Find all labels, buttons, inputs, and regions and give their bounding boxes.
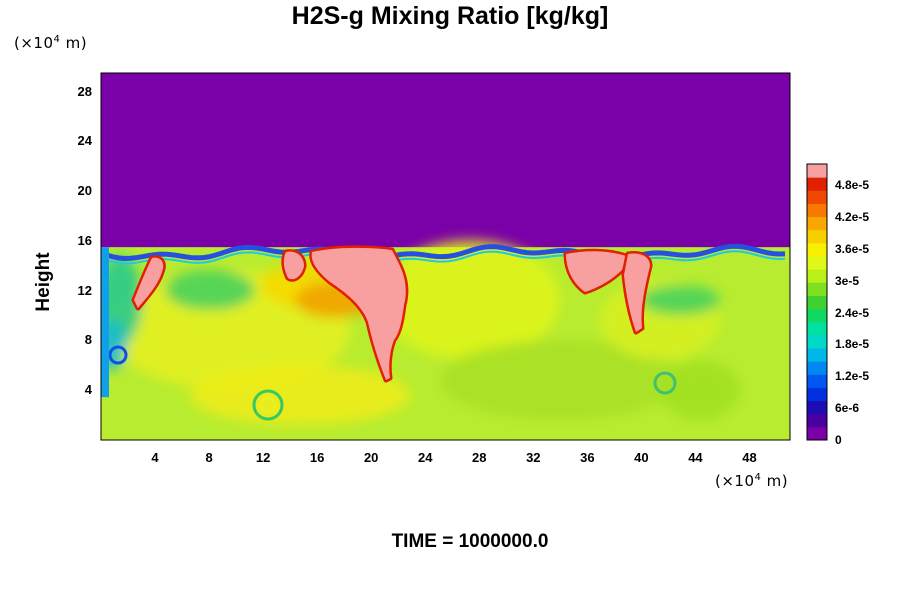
colorbar-tick-label: 1.2e-5: [835, 369, 870, 384]
plume: [624, 253, 650, 332]
y-tick-label: 16: [77, 232, 92, 248]
y-unit-prefix: (×10: [14, 34, 54, 52]
x-tick-label: 12: [255, 450, 271, 465]
field-patch: [165, 270, 255, 310]
colorbar-tick-label: 6e-6: [835, 401, 860, 416]
x-tick-label: 44: [688, 450, 703, 465]
eddy-ring: [108, 345, 128, 365]
y-tick-label: 20: [77, 183, 92, 199]
colorbar-tick-label: 3e-5: [835, 273, 860, 288]
colorbar-swatch: [807, 229, 827, 244]
colorbar-swatch: [807, 426, 827, 441]
y-tick-label: 8: [84, 332, 92, 348]
x-tick-label: 24: [418, 450, 433, 465]
colorbar-tick-label: 2.4e-5: [835, 305, 870, 320]
plume: [134, 257, 164, 308]
colorbar: [806, 163, 828, 441]
y-axis-unit: (×104 m): [14, 34, 87, 52]
colorbar-swatch: [807, 348, 827, 362]
x-unit-suffix: m): [761, 472, 789, 490]
x-tick-label: 28: [472, 450, 487, 465]
x-tick-label: 8: [205, 450, 213, 465]
y-tick-label: 4: [84, 382, 92, 398]
colorbar-tick-label: 4.8e-5: [835, 178, 870, 193]
y-unit-exponent: 4: [53, 34, 61, 45]
colorbar-tick-label: 3.6e-5: [835, 241, 870, 256]
colorbar-swatch: [807, 203, 827, 218]
colorbar-swatch: [807, 242, 827, 257]
eddy-ring: [653, 371, 677, 395]
field-patch: [640, 285, 720, 315]
colorbar-swatch: [807, 361, 827, 375]
field-patch: [380, 240, 560, 360]
x-unit-exponent: 4: [754, 472, 762, 483]
field-patch: [190, 365, 410, 425]
colorbar-frame: [806, 163, 828, 441]
colorbar-swatch: [807, 190, 827, 204]
upper-region: [101, 73, 790, 250]
y-tick-label: 12: [77, 282, 92, 298]
chart-title: H2S-g Mixing Ratio [kg/kg]: [291, 2, 609, 30]
colorbar-swatch: [807, 177, 827, 191]
x-unit-prefix: (×10: [715, 472, 755, 490]
colorbar-swatch: [807, 413, 827, 428]
interface-band: [101, 243, 786, 263]
colorbar-swatch: [807, 256, 827, 270]
colorbar-swatch: [807, 334, 827, 349]
plume: [311, 247, 406, 380]
field-patch: [440, 340, 680, 420]
field-patch: [660, 360, 740, 420]
y-tick-label: 28: [77, 83, 92, 99]
colorbar-tick-label: 1.8e-5: [835, 337, 870, 352]
colorbar-swatch: [807, 295, 827, 310]
left-edge-strip: [101, 247, 109, 398]
x-tick-label: 36: [580, 450, 595, 465]
colorbar-swatch: [807, 282, 827, 296]
x-tick-label: 16: [309, 450, 325, 465]
colorbar-tick-label: 0: [835, 433, 842, 447]
colorbar-tick-label: 4.2e-5: [835, 210, 870, 225]
eddy-ring: [259, 396, 277, 414]
x-tick-label: 20: [363, 450, 379, 465]
plume: [283, 251, 304, 280]
colorbar-swatch: [807, 164, 827, 178]
colorbar-swatch: [807, 374, 827, 388]
y-tick-label: 24: [77, 133, 92, 149]
plot-frame: [100, 72, 791, 441]
colorbar-swatch: [807, 387, 827, 402]
colorbar-swatch: [807, 400, 827, 415]
plume: [566, 251, 626, 292]
x-tick-label: 32: [526, 450, 541, 465]
x-tick-label: 40: [634, 450, 649, 465]
x-tick-label: 4: [151, 450, 159, 465]
colorbar-swatch: [807, 269, 827, 283]
colorbar-swatch: [807, 308, 827, 323]
x-axis-unit: (×104 m): [715, 472, 788, 490]
interface-band-inner: [101, 250, 786, 266]
time-label: TIME = 1000000.0: [391, 531, 549, 552]
colorbar-swatch: [807, 216, 827, 231]
eddy-ring: [252, 389, 284, 421]
field-patches: [101, 240, 740, 425]
y-unit-suffix: m): [60, 34, 88, 52]
heatmap-field: [101, 73, 790, 440]
x-tick-label: 48: [742, 450, 757, 465]
colorbar-swatch: [807, 321, 827, 336]
